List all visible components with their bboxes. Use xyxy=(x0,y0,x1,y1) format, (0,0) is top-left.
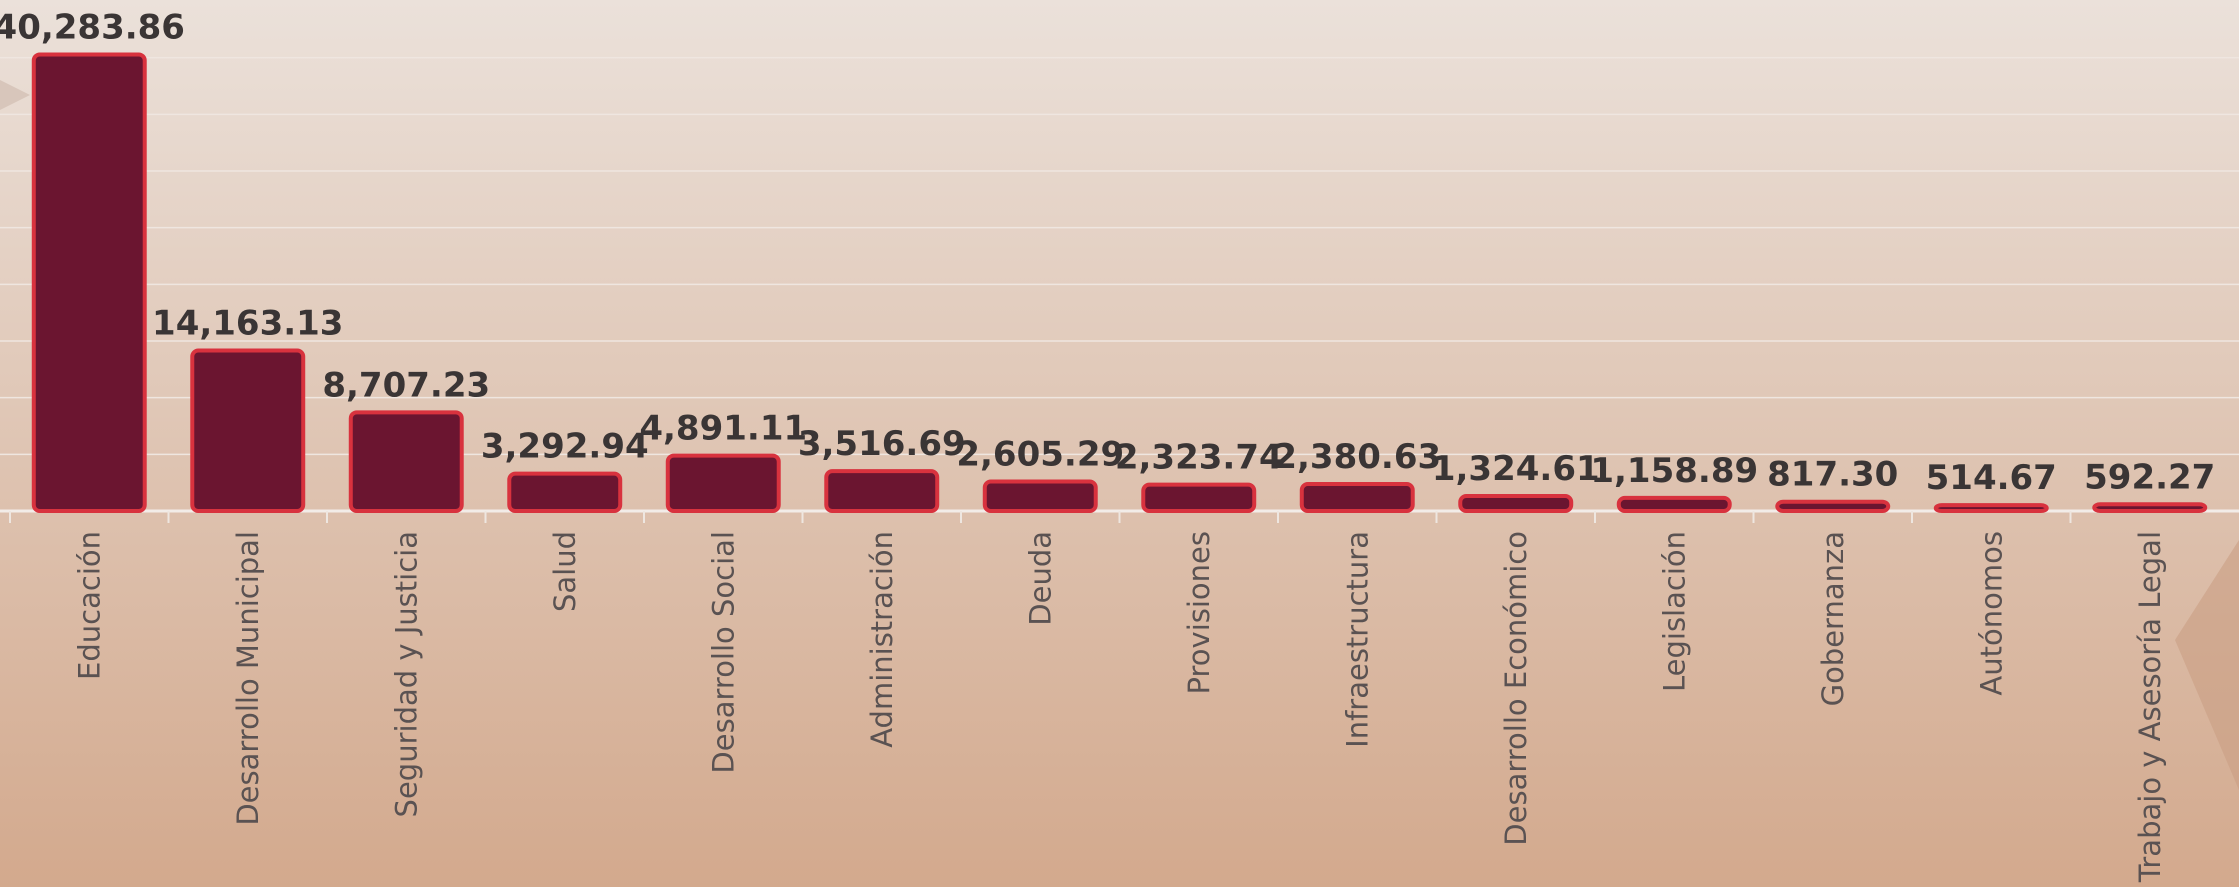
bar xyxy=(1299,482,1415,514)
bar xyxy=(665,453,781,513)
value-label: 2,323.74 xyxy=(1115,438,1283,478)
value-label: 1,324.61 xyxy=(1432,449,1600,489)
value-label: 592.27 xyxy=(2084,457,2215,497)
value-label: 3,292.94 xyxy=(481,427,649,467)
x-tick-label: Gobernanza xyxy=(1816,531,1850,706)
bar xyxy=(507,471,623,514)
bar xyxy=(982,479,1098,514)
value-label: 40,283.86 xyxy=(0,7,185,47)
x-tick-label: Deuda xyxy=(1023,531,1057,626)
bar xyxy=(1616,495,1732,513)
marks: 40,283.86 Educación 14,163.13 Desarrollo Mu… xyxy=(0,7,2215,883)
value-label: 1,158.89 xyxy=(1590,451,1758,491)
bar xyxy=(824,469,940,513)
value-label: 3,516.69 xyxy=(798,424,966,464)
value-label: 817.30 xyxy=(1767,455,1898,495)
x-tick-label: Legislación xyxy=(1657,531,1691,692)
bar xyxy=(1141,482,1257,513)
value-label: 4,891.11 xyxy=(639,409,807,449)
decoration xyxy=(0,80,30,110)
value-label: 514.67 xyxy=(1926,458,2057,498)
bar xyxy=(1458,493,1574,514)
bar xyxy=(1933,503,2049,514)
value-label: 2,380.63 xyxy=(1273,437,1441,477)
value-label: 2,605.29 xyxy=(956,434,1124,474)
x-tick-label: Infraestructura xyxy=(1340,531,1374,748)
bar xyxy=(190,348,306,513)
x-tick-label: Provisiones xyxy=(1182,531,1216,694)
x-tick-label: Desarrollo Social xyxy=(706,531,740,774)
x-tick-label: Seguridad y Justicia xyxy=(389,531,423,817)
bar xyxy=(31,52,147,513)
value-label: 14,163.13 xyxy=(152,303,343,343)
x-tick-label: Educación xyxy=(72,531,106,680)
x-tick-label: Desarrollo Municipal xyxy=(231,531,265,826)
decoration xyxy=(2175,540,2239,790)
bar xyxy=(348,410,464,513)
bar xyxy=(1775,499,1891,514)
x-tick-label: Administración xyxy=(865,531,899,748)
value-label: 8,707.23 xyxy=(322,365,490,405)
x-tick-label: Desarrollo Económico xyxy=(1499,531,1533,846)
x-tick-label: Trabajo y Asesoría Legal xyxy=(2133,531,2167,883)
x-tick-label: Salud xyxy=(548,531,582,612)
bar xyxy=(2092,502,2208,513)
x-tick-label: Autónomos xyxy=(1974,531,2008,696)
